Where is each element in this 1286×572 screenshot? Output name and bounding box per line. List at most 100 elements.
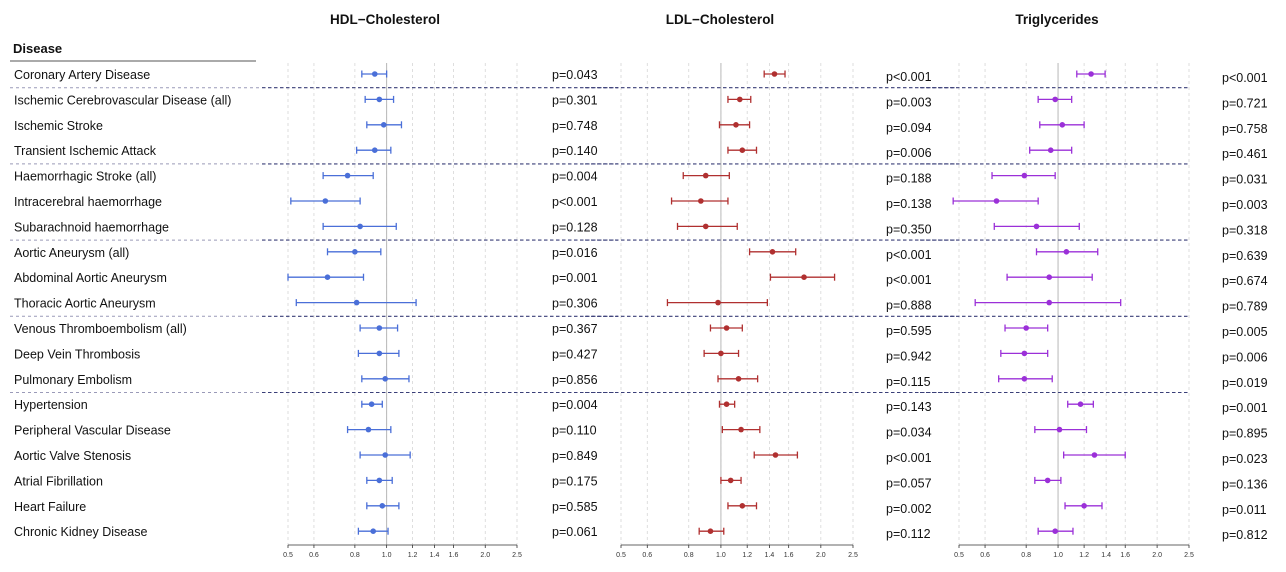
estimate-point [1081,503,1087,509]
x-tick-label: 0.6 [309,552,319,559]
p-value-label: p<0.001 [886,248,932,262]
x-tick-label: 0.8 [1021,552,1031,559]
disease-label: Abdominal Aortic Aneurysm [14,271,167,285]
disease-label: Intracerebral haemorrhage [14,195,162,209]
p-value-label: p=0.318 [1222,223,1268,237]
p-value-label: p=0.721 [1222,96,1268,110]
estimate-point [1077,401,1084,408]
x-tick-label: 1.4 [765,552,775,559]
p-value-label: p=0.175 [552,474,598,488]
p-value-label: p=0.115 [886,375,931,389]
p-value-label: p=0.585 [552,500,598,514]
p-value-label: p=0.128 [552,220,598,234]
estimate-point [1052,96,1058,103]
disease-label: Atrial Fibrillation [14,474,103,488]
estimate-point [737,96,743,103]
disease-header: Disease [13,41,62,56]
p-value-label: p=0.005 [1222,325,1268,339]
estimate-point [324,274,331,281]
p-value-label: p<0.001 [886,273,932,287]
estimate-point [1047,147,1054,153]
x-tick-label: 2.0 [1152,552,1162,559]
p-value-label: p=0.789 [1222,300,1268,314]
estimate-point [376,350,383,357]
p-value-label: p=0.034 [886,426,932,440]
p-value-label: p=0.301 [552,93,598,107]
estimate-point [733,122,739,128]
x-tick-label: 1.0 [716,552,726,559]
p-value-label: p=0.031 [1222,173,1268,187]
p-value-label: p<0.001 [886,70,932,84]
estimate-point [707,528,714,534]
p-value-label: p=0.043 [552,68,598,82]
disease-label: Chronic Kidney Disease [14,525,147,539]
estimate-point [715,299,721,306]
estimate-point [769,249,776,255]
estimate-point [1091,452,1098,458]
estimate-point [365,426,372,433]
estimate-point [382,376,388,382]
disease-label: Thoracic Aortic Aneurysm [14,297,156,311]
disease-label: Subarachnoid haemorrhage [14,220,169,234]
p-value-label: p=0.112 [886,527,931,541]
x-tick-label: 1.6 [449,552,459,559]
p-value-label: p=0.004 [552,170,598,184]
x-tick-label: 1.6 [1120,552,1130,559]
estimate-point [352,249,358,255]
x-tick-label: 2.5 [848,552,858,559]
estimate-point [1033,223,1040,230]
p-value-label: p=0.094 [886,121,932,135]
p-value-label: p=0.011 [1222,503,1267,517]
estimate-point [370,528,377,534]
x-tick-label: 0.5 [616,552,626,559]
p-value-label: p=0.942 [886,349,932,363]
disease-label: Deep Vein Thrombosis [14,347,140,361]
estimate-point [772,452,779,458]
p-value-label: p=0.748 [552,119,598,133]
disease-label: Haemorrhagic Stroke (all) [14,170,156,184]
x-tick-label: 2.0 [816,552,826,559]
estimate-point [698,198,704,204]
disease-label: Peripheral Vascular Disease [14,424,171,438]
x-tick-label: 1.2 [1079,552,1089,559]
p-value-label: p=0.001 [552,271,598,285]
estimate-point [1088,71,1094,77]
x-tick-label: 1.2 [408,552,418,559]
estimate-point [1021,350,1028,357]
estimate-point [739,503,746,509]
p-value-label: p=0.812 [1222,528,1268,542]
estimate-point [371,71,378,77]
disease-label: Venous Thromboembolism (all) [14,322,187,336]
estimate-point [368,401,375,408]
p-value-label: p=0.143 [886,400,932,414]
estimate-point [738,426,744,433]
disease-label: Hypertension [14,398,88,412]
p-value-label: p=0.188 [886,172,932,186]
estimate-point [1021,376,1028,382]
x-tick-label: 1.4 [430,552,440,559]
p-value-label: p=0.639 [1222,249,1268,263]
estimate-point [723,401,730,408]
p-value-label: p=0.016 [552,246,598,260]
disease-label: Ischemic Cerebrovascular Disease (all) [14,93,231,107]
disease-label: Aortic Aneurysm (all) [14,246,129,260]
x-tick-label: 0.8 [684,552,694,559]
p-value-label: p<0.001 [886,451,932,465]
disease-label: Coronary Artery Disease [14,68,150,82]
estimate-point [376,96,383,103]
estimate-point [371,147,378,153]
p-value-label: p=0.110 [552,424,597,438]
x-tick-label: 1.6 [784,552,794,559]
x-tick-label: 1.2 [742,552,752,559]
estimate-point [1046,299,1053,306]
estimate-point [1052,528,1058,534]
estimate-point [382,452,388,458]
estimate-point [1059,122,1066,128]
x-tick-label: 2.5 [1184,552,1194,559]
disease-label: Ischemic Stroke [14,119,103,133]
p-value-label: p=0.350 [886,222,932,236]
disease-label: Heart Failure [14,500,86,514]
p-value-label: p=0.061 [552,525,598,539]
p-value-label: p=0.004 [552,398,598,412]
